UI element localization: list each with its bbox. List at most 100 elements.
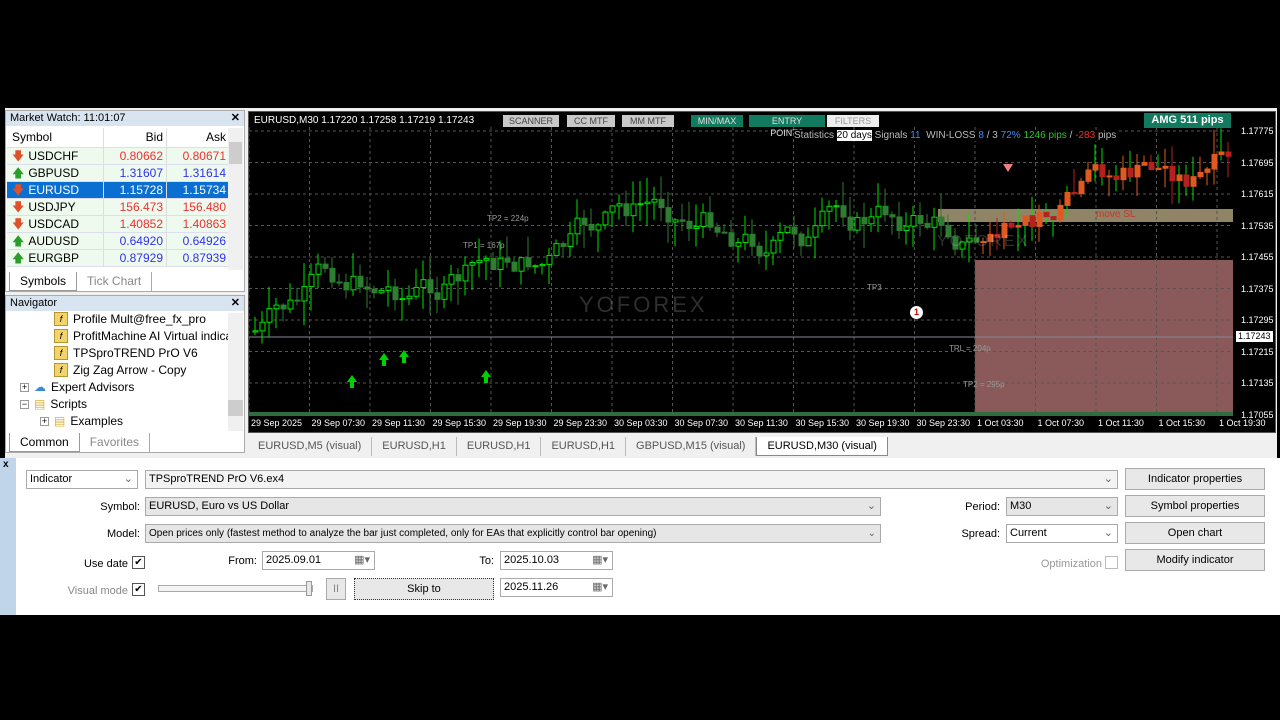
navigator-item[interactable]: f ProfitMachine AI Virtual indicat bbox=[54, 329, 236, 343]
scrollbar[interactable] bbox=[228, 313, 243, 431]
bid-value: 1.15728 bbox=[103, 182, 166, 198]
spread-select[interactable]: Current ⌄ bbox=[1006, 524, 1118, 543]
skip-date[interactable]: 2025.11.26 ▦▾ bbox=[500, 578, 613, 597]
symbol-name: EURUSD bbox=[28, 183, 80, 197]
tp2-label: TP2 = 224p bbox=[487, 214, 529, 223]
candle-body bbox=[707, 212, 714, 228]
move-sl-band bbox=[938, 209, 1233, 222]
time-tick: 29 Sep 11:30 bbox=[372, 418, 425, 428]
scanner-button[interactable]: SCANNER bbox=[503, 115, 559, 127]
navigator-item[interactable]: f Profile Mult@free_fx_pro bbox=[54, 312, 206, 326]
cc-mtf-button[interactable]: CC MTF bbox=[567, 115, 615, 127]
candle-body bbox=[1078, 180, 1085, 195]
candle-body bbox=[805, 236, 812, 247]
chart-tab[interactable]: GBPUSD,M15 (visual) bbox=[626, 437, 757, 456]
symbol-row[interactable]: 🡅 GBPUSD 1.31607 1.31614 bbox=[7, 165, 229, 182]
candle-body bbox=[1057, 204, 1064, 221]
candle-body bbox=[854, 216, 861, 231]
candle-body bbox=[392, 286, 399, 301]
close-icon[interactable]: ✕ bbox=[230, 112, 240, 124]
symbol-row[interactable]: 🡇 USDCAD 1.40852 1.40863 bbox=[7, 216, 229, 233]
chart-tab[interactable]: EURUSD,H1 bbox=[372, 437, 457, 456]
symbol-row[interactable]: 🡅 EURGBP 0.87929 0.87939 bbox=[7, 250, 229, 267]
price-tick: 1.17615 bbox=[1241, 189, 1274, 199]
navigator-item[interactable]: f TPSproTREND PrO V6 bbox=[54, 346, 198, 360]
candle-body bbox=[315, 263, 322, 275]
sell-arrow-icon bbox=[1003, 164, 1013, 172]
candle-body bbox=[406, 295, 413, 300]
col-ask[interactable]: Ask bbox=[166, 128, 229, 147]
chart-tab[interactable]: EURUSD,H1 bbox=[541, 437, 627, 456]
time-tick: 1 Oct 11:30 bbox=[1098, 418, 1144, 428]
visual-mode-checkbox[interactable]: ✔ bbox=[132, 583, 145, 596]
skip-to-button[interactable]: Skip to bbox=[354, 578, 494, 600]
type-select[interactable]: Indicator ⌄ bbox=[26, 470, 138, 489]
modify-indicator-button[interactable]: Modify indicator bbox=[1125, 549, 1265, 571]
chart-tab[interactable]: EURUSD,H1 bbox=[457, 437, 542, 456]
candle-body bbox=[868, 216, 875, 225]
symbol-row[interactable]: 🡅 AUDUSD 0.64920 0.64926 bbox=[7, 233, 229, 250]
navigator-item[interactable]: + ▤ Examples bbox=[40, 414, 124, 428]
arrow-up-icon: 🡅 bbox=[12, 234, 25, 248]
model-select[interactable]: Open prices only (fastest method to anal… bbox=[145, 524, 881, 543]
symbol-row[interactable]: 🡇 EURUSD 1.15728 1.15734 bbox=[7, 182, 229, 199]
col-bid[interactable]: Bid bbox=[103, 128, 166, 147]
indicator-icon: f bbox=[54, 346, 68, 360]
candle-body bbox=[553, 243, 560, 256]
symbol-row[interactable]: 🡇 USDJPY 156.473 156.480 bbox=[7, 199, 229, 216]
price-tick: 1.17295 bbox=[1241, 315, 1274, 325]
symbol-row[interactable]: 🡇 USDCHF 0.80662 0.80671 bbox=[7, 148, 229, 165]
buy-arrow-icon bbox=[379, 353, 389, 366]
candle-body bbox=[826, 205, 833, 212]
candle-body bbox=[504, 257, 511, 263]
chart-canvas bbox=[249, 127, 1233, 416]
candle-body bbox=[343, 282, 350, 291]
tab-favorites[interactable]: Favorites bbox=[80, 433, 151, 452]
candle-body bbox=[938, 216, 945, 226]
signal-marker[interactable]: 1 bbox=[910, 306, 923, 319]
chart-tab[interactable]: EURUSD,M5 (visual) bbox=[248, 437, 373, 456]
optimization-checkbox[interactable] bbox=[1105, 556, 1118, 569]
mm-mtf-button[interactable]: MM MTF bbox=[622, 115, 674, 127]
tab-symbols[interactable]: Symbols bbox=[9, 272, 78, 291]
close-icon[interactable]: x bbox=[3, 459, 9, 470]
candle-body bbox=[595, 224, 602, 231]
navigator-item[interactable]: f Zig Zag Arrow - Copy bbox=[54, 363, 186, 377]
candle-body bbox=[896, 216, 903, 232]
from-date[interactable]: 2025.09.01 ▦▾ bbox=[262, 551, 375, 570]
open-chart-button[interactable]: Open chart bbox=[1125, 522, 1265, 544]
candle-body bbox=[980, 241, 987, 244]
filters-button[interactable]: FILTERS bbox=[827, 115, 879, 127]
period-select[interactable]: M30 ⌄ bbox=[1006, 497, 1118, 516]
candle-body bbox=[1064, 191, 1071, 206]
candle-body bbox=[462, 264, 469, 282]
col-symbol[interactable]: Symbol bbox=[12, 130, 53, 144]
navigator-title: Navigator bbox=[6, 296, 244, 311]
navigator-item[interactable]: + ☁ Expert Advisors bbox=[20, 380, 135, 394]
to-date[interactable]: 2025.10.03 ▦▾ bbox=[500, 551, 613, 570]
speed-slider[interactable] bbox=[158, 581, 313, 596]
candle-body bbox=[903, 225, 910, 232]
symbol-properties-button[interactable]: Symbol properties bbox=[1125, 495, 1265, 517]
close-icon[interactable]: ✕ bbox=[230, 297, 240, 309]
chart-tab[interactable]: EURUSD,M30 (visual) bbox=[756, 437, 888, 456]
candle-body bbox=[952, 236, 959, 250]
scrollbar[interactable] bbox=[228, 128, 243, 270]
slider-thumb[interactable] bbox=[306, 581, 312, 596]
symbol-select[interactable]: EURUSD, Euro vs US Dollar ⌄ bbox=[145, 497, 881, 516]
entry-points-button[interactable]: ENTRY POINTS bbox=[749, 115, 825, 138]
use-date-checkbox[interactable]: ✔ bbox=[132, 556, 145, 569]
tab-common[interactable]: Common bbox=[9, 433, 80, 452]
price-chart[interactable]: EURUSD,M30 1.17220 1.17258 1.17219 1.172… bbox=[248, 111, 1276, 433]
min-max-button[interactable]: MIN/MAX bbox=[691, 115, 743, 127]
pause-button[interactable]: II bbox=[326, 578, 346, 600]
candle-body bbox=[399, 298, 406, 301]
indicator-properties-button[interactable]: Indicator properties bbox=[1125, 468, 1265, 490]
candle-body bbox=[329, 267, 336, 283]
navigator-item[interactable]: − ▤ Scripts bbox=[20, 397, 88, 411]
tester-sidebar: x bbox=[0, 458, 16, 615]
candle-body bbox=[637, 203, 644, 206]
tab-tick-chart[interactable]: Tick Chart bbox=[77, 272, 153, 291]
indicator-select[interactable]: TPSproTREND PrO V6.ex4 ⌄ bbox=[145, 470, 1118, 489]
candle-body bbox=[371, 288, 378, 294]
